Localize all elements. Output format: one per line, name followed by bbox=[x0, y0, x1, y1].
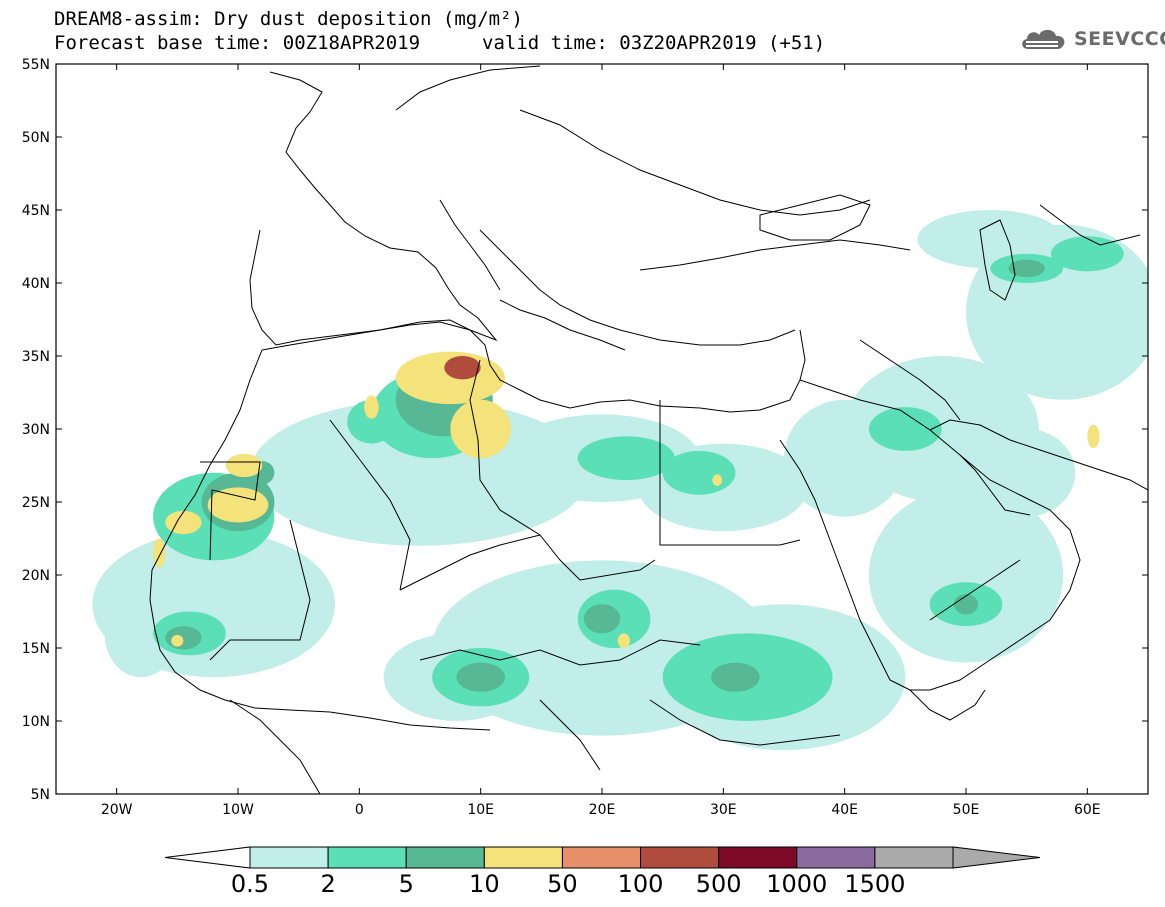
colorbar-label: 2 bbox=[320, 870, 335, 898]
colorbar-swatch bbox=[874, 846, 954, 869]
valid-time: valid time: 03Z20APR2019 (+51) bbox=[482, 32, 826, 54]
lat-label: 30N bbox=[22, 422, 50, 438]
colorbar-swatch bbox=[718, 846, 798, 869]
dust-area-high bbox=[456, 662, 505, 692]
colorbar-under-arrow bbox=[164, 846, 251, 869]
lon-label: 20E bbox=[589, 802, 616, 818]
colorbar-label: 1500 bbox=[844, 870, 905, 898]
dust-hotspot bbox=[153, 538, 166, 568]
lon-label: 50E bbox=[953, 802, 980, 818]
colorbar-swatch bbox=[796, 846, 876, 869]
map-title: DREAM8-assim: Dry dust deposition (mg/m²… bbox=[54, 8, 523, 30]
colorbar-swatch bbox=[561, 846, 642, 869]
dust-area-low bbox=[104, 589, 178, 678]
colorbar-swatch bbox=[249, 846, 329, 869]
lat-label: 15N bbox=[22, 641, 50, 657]
dust-area-high bbox=[165, 626, 202, 650]
lon-label: 0 bbox=[355, 802, 364, 818]
colorbar-label: 5 bbox=[399, 870, 414, 898]
colorbar-swatch bbox=[640, 846, 720, 869]
latitude-axis: 55N 50N 45N 40N 35N 30N 25N 20N 15N 10N 5N bbox=[22, 57, 1148, 803]
lat-label: 35N bbox=[22, 349, 50, 365]
dust-area-high bbox=[953, 593, 979, 615]
dust-area-high bbox=[1008, 259, 1045, 278]
dust-hotspot bbox=[617, 633, 630, 648]
dust-area-mid bbox=[577, 436, 675, 481]
dust-hotspot bbox=[207, 487, 269, 523]
lat-label: 5N bbox=[31, 787, 50, 803]
colorbar-swatch bbox=[327, 846, 407, 869]
colorbar-label: 10 bbox=[469, 870, 500, 898]
lat-label: 20N bbox=[22, 568, 50, 584]
seevccc-logo: SEEVCCC bbox=[1018, 24, 1165, 54]
colorbar-swatch bbox=[483, 846, 563, 869]
dust-hotspot bbox=[364, 395, 379, 419]
lat-label: 25N bbox=[22, 495, 50, 511]
colorbar-label: 1000 bbox=[766, 870, 827, 898]
lat-label: 50N bbox=[22, 130, 50, 146]
dust-hotspot bbox=[165, 510, 202, 535]
dust-area-low bbox=[868, 487, 1064, 663]
coastlines-and-borders bbox=[149, 65, 1148, 794]
lat-label: 55N bbox=[22, 57, 50, 73]
dust-hotspot bbox=[1087, 424, 1100, 448]
colorbar-label: 0.5 bbox=[231, 870, 269, 898]
lon-label: 20W bbox=[101, 802, 133, 818]
dust-area-mid bbox=[662, 450, 736, 495]
colorbar-swatch bbox=[405, 846, 485, 869]
colorbar-label: 50 bbox=[547, 870, 578, 898]
dust-area-low bbox=[917, 210, 1064, 269]
lon-label: 60E bbox=[1074, 802, 1101, 818]
lon-label: 40E bbox=[831, 802, 858, 818]
dust-hotspot bbox=[225, 453, 263, 478]
lon-label: 10E bbox=[467, 802, 494, 818]
dust-area-mid bbox=[868, 407, 942, 451]
forecast-time-line: Forecast base time: 00Z18APR2019 valid ti… bbox=[54, 32, 825, 54]
dust-area-mid bbox=[1050, 236, 1124, 272]
colorbar-over-arrow bbox=[952, 846, 1041, 869]
lat-label: 45N bbox=[22, 203, 50, 219]
lon-label: 10W bbox=[222, 802, 254, 818]
dust-hotspot bbox=[712, 474, 723, 486]
cloud-icon bbox=[1022, 29, 1065, 49]
dust-hotspot bbox=[171, 634, 184, 647]
lon-label: 30E bbox=[710, 802, 737, 818]
dust-hotspot bbox=[450, 399, 511, 459]
colorbar-legend: 0.5 2 5 10 50 100 500 1000 1500 bbox=[164, 846, 1041, 898]
dust-hotspot bbox=[444, 356, 481, 380]
dust-area-high bbox=[583, 604, 621, 634]
logo-text: SEEVCCC bbox=[1074, 28, 1165, 50]
dust-area-low bbox=[978, 429, 1076, 517]
dust-area-mid bbox=[347, 399, 396, 444]
colorbar-label: 500 bbox=[696, 870, 742, 898]
lat-label: 40N bbox=[22, 276, 50, 292]
forecast-base-time: Forecast base time: 00Z18APR2019 bbox=[54, 32, 421, 54]
colorbar-label: 100 bbox=[618, 870, 664, 898]
longitude-axis: 20W 10W 0 10E 20E 30E 40E 50E 60E bbox=[101, 64, 1101, 818]
lat-label: 10N bbox=[22, 714, 50, 730]
dust-area-high bbox=[711, 662, 760, 692]
